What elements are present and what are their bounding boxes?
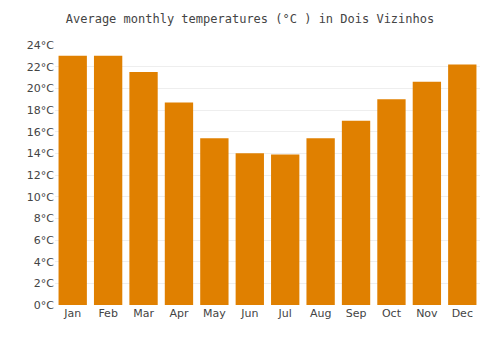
svg-text:Jul: Jul [278,307,292,320]
svg-text:Average monthly temperatures (: Average monthly temperatures (°C ) in Do… [66,12,434,26]
svg-text:Mar: Mar [133,307,154,320]
svg-text:Feb: Feb [98,307,117,320]
svg-text:Nov: Nov [416,307,438,320]
svg-text:6°C: 6°C [34,234,54,247]
svg-text:14°C: 14°C [27,147,54,160]
svg-text:Apr: Apr [169,307,189,320]
svg-text:2°C: 2°C [34,277,54,290]
svg-text:Aug: Aug [310,307,331,320]
svg-text:10°C: 10°C [27,191,54,204]
svg-text:0°C: 0°C [34,299,54,312]
svg-text:20°C: 20°C [27,82,54,95]
svg-text:Sep: Sep [346,307,367,320]
svg-text:Jun: Jun [240,307,258,320]
svg-text:12°C: 12°C [27,169,54,182]
svg-text:4°C: 4°C [34,256,54,269]
svg-text:18°C: 18°C [27,104,54,117]
svg-text:May: May [203,307,226,320]
svg-text:8°C: 8°C [34,212,54,225]
svg-text:Jan: Jan [63,307,81,320]
svg-text:Dec: Dec [452,307,473,320]
svg-text:16°C: 16°C [27,126,54,139]
svg-text:Oct: Oct [382,307,402,320]
svg-text:24°C: 24°C [27,39,54,52]
svg-text:22°C: 22°C [27,61,54,74]
